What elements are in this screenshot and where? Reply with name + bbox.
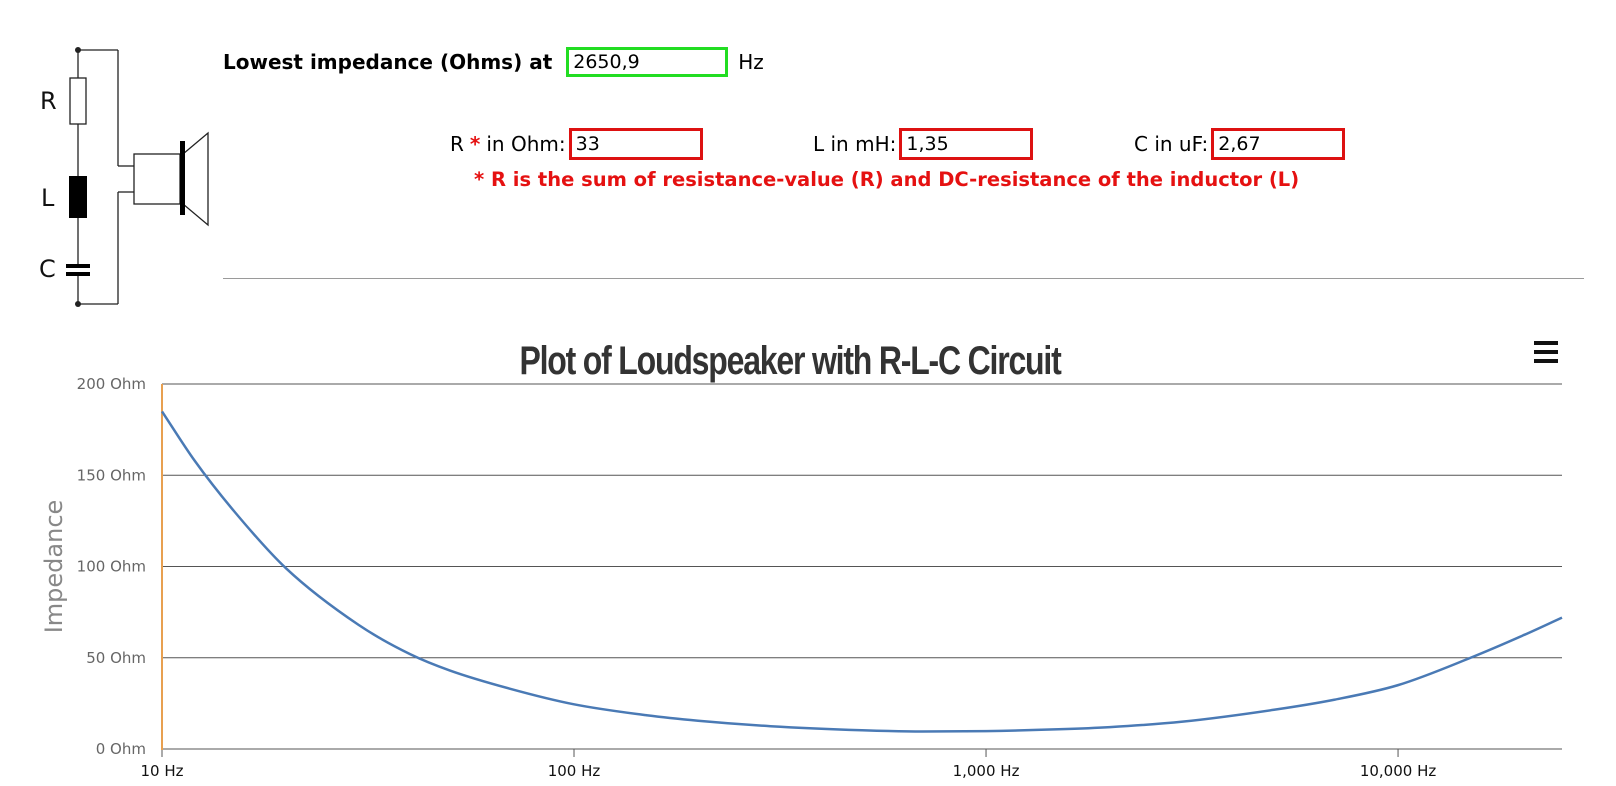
- speaker-cone: [182, 131, 209, 227]
- impedance-series-line: [160, 410, 1563, 733]
- r-definition-note: * R is the sum of resistance-value (R) a…: [474, 168, 1300, 191]
- menu-icon-bar: [1534, 359, 1558, 363]
- lowest-impedance-label: Lowest impedance (Ohms) at: [223, 50, 553, 74]
- r-ohm-field[interactable]: [568, 128, 703, 160]
- y-tick-label: 100 Ohm: [77, 558, 146, 576]
- resistor-label: R: [40, 87, 57, 115]
- c-param-label: C in uF:: [1134, 132, 1209, 156]
- r-param-label: R: [450, 132, 464, 156]
- section-divider: [223, 278, 1584, 279]
- lowest-impedance-unit: Hz: [738, 50, 764, 74]
- y-axis-title: Impedance: [40, 500, 68, 634]
- r-param-suffix: in Ohm:: [486, 132, 566, 156]
- c-uf-field[interactable]: [1211, 128, 1346, 160]
- resistor-symbol: [69, 77, 87, 125]
- speaker-body: [133, 153, 181, 205]
- hamburger-menu-icon[interactable]: [1531, 337, 1561, 367]
- c-param-group: C in uF:: [1134, 128, 1346, 160]
- r-param-asterisk: *: [469, 132, 481, 156]
- inductor-symbol: [69, 176, 87, 218]
- x-tick-label: 100 Hz: [548, 762, 601, 780]
- menu-icon-bar: [1534, 350, 1558, 354]
- y-tick-label: 0 Ohm: [96, 740, 146, 758]
- y-tick-label: 50 Ohm: [86, 649, 146, 667]
- lowest-impedance-frequency-field[interactable]: [566, 47, 729, 77]
- menu-icon-bar: [1534, 341, 1558, 345]
- circuit-node: [75, 47, 81, 53]
- lowest-impedance-row: Lowest impedance (Ohms) at Hz: [223, 46, 764, 78]
- l-param-label: L in mH:: [813, 132, 897, 156]
- x-tick-label: 10 Hz: [140, 762, 183, 780]
- l-param-group: L in mH:: [813, 128, 1034, 160]
- x-tick-label: 1,000 Hz: [953, 762, 1020, 780]
- capacitor-label: C: [39, 255, 56, 283]
- y-tick-label: 150 Ohm: [77, 466, 146, 484]
- rlc-circuit-diagram: R L C: [39, 47, 209, 307]
- speaker-magnet: [180, 141, 185, 215]
- x-tick-label: 10,000 Hz: [1360, 762, 1437, 780]
- inductor-label: L: [41, 184, 55, 212]
- l-mh-field[interactable]: [899, 128, 1034, 160]
- chart-title: Plot of Loudspeaker with R-L-C Circuit: [519, 339, 1061, 383]
- circuit-node: [75, 301, 81, 307]
- r-param-group: R * in Ohm:: [450, 128, 703, 160]
- impedance-chart: 0 Ohm 50 Ohm 100 Ohm 150 Ohm 200 Ohm 10 Hz 100…: [40, 375, 1563, 780]
- y-tick-label: 200 Ohm: [77, 375, 146, 393]
- capacitor-plate-bottom: [66, 272, 90, 276]
- capacitor-plate-top: [66, 264, 90, 268]
